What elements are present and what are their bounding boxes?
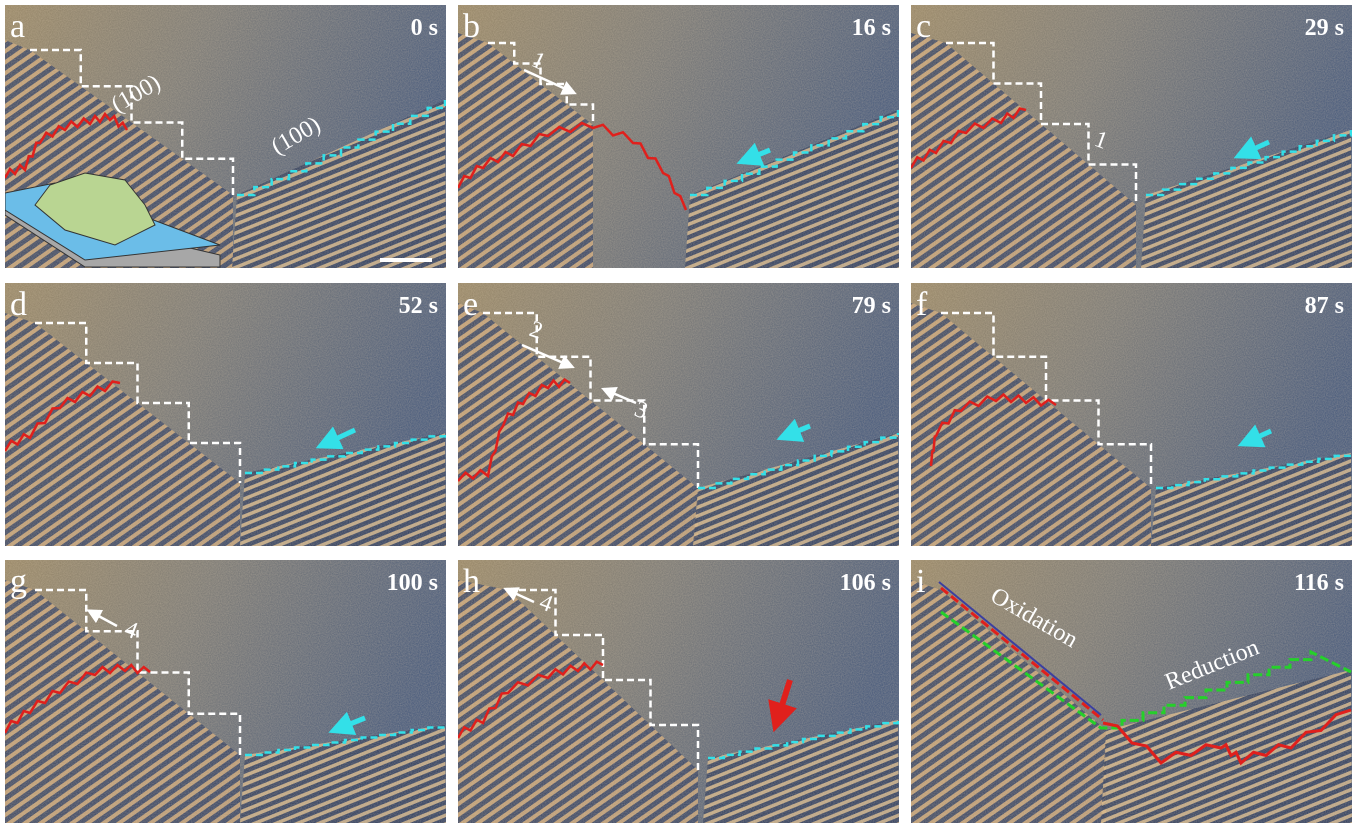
- panel-letter: d: [10, 286, 27, 323]
- panel-letter: b: [463, 8, 480, 45]
- noise: [5, 283, 446, 546]
- interface-outline: [458, 660, 604, 739]
- interface-outline: [5, 380, 121, 452]
- surface-outline: [508, 588, 700, 770]
- time-stamp: 106 s: [840, 570, 891, 596]
- surface-outline: [708, 720, 899, 760]
- panel-letter: h: [463, 563, 480, 600]
- surface-outline: [1156, 453, 1352, 490]
- interface-outline: [1102, 708, 1352, 766]
- interface-outline: [458, 377, 571, 482]
- time-stamp: 0 s: [411, 15, 438, 41]
- surface-outline: [1146, 130, 1352, 197]
- direction-arrow: [328, 711, 366, 735]
- panel: e 79 s23: [458, 283, 899, 546]
- panel-letter: i: [916, 563, 925, 600]
- surface-outline: [488, 41, 595, 125]
- surface-outline: [690, 110, 899, 197]
- time-stamp: 16 s: [852, 15, 891, 41]
- image: [911, 5, 1352, 268]
- image: [5, 5, 446, 268]
- direction-arrow: [503, 587, 535, 604]
- interface-outline: [458, 121, 688, 211]
- direction-arrow: [736, 142, 771, 166]
- image: [5, 283, 446, 546]
- oxidation-line: [940, 586, 1104, 722]
- direction-arrow: [776, 418, 811, 442]
- image: [458, 283, 899, 546]
- surface-outline: [245, 433, 446, 475]
- time-stamp: 100 s: [387, 570, 438, 596]
- image: [458, 560, 899, 823]
- surface-outline: [698, 433, 899, 490]
- direction-arrow: [86, 609, 118, 628]
- noise: [458, 283, 899, 546]
- direction-arrow: [523, 68, 577, 95]
- direction-arrow: [315, 426, 357, 450]
- interface-outline: [5, 111, 129, 179]
- panel-letter: g: [10, 563, 27, 600]
- time-stamp: 29 s: [1305, 15, 1344, 41]
- image: [911, 283, 1352, 546]
- panel: h 106 s4: [458, 560, 899, 823]
- noise: [911, 5, 1352, 268]
- time-stamp: 79 s: [852, 293, 891, 319]
- direction-arrow: [601, 387, 637, 405]
- panel-letter: c: [916, 8, 931, 45]
- marker-arrow: [768, 679, 797, 733]
- panel: c 29 s1: [911, 5, 1352, 268]
- time-stamp: 52 s: [399, 293, 438, 319]
- noise: [458, 560, 899, 823]
- panel: g 100 s4: [5, 560, 446, 823]
- time-stamp: 87 s: [1305, 293, 1344, 319]
- reduction-line: [940, 610, 1352, 730]
- surface-outline: [35, 588, 242, 755]
- noise: [5, 560, 446, 823]
- panel-letter: a: [10, 8, 25, 45]
- panel-letter: f: [916, 286, 928, 323]
- image: [911, 560, 1352, 823]
- panel-letter: e: [463, 286, 478, 323]
- surface-outline: [946, 41, 1138, 205]
- inset-grain: [34, 172, 156, 246]
- direction-arrow: [1237, 424, 1273, 448]
- direction-arrow: [521, 343, 575, 369]
- time-stamp: 116 s: [1294, 570, 1344, 596]
- surface-line: [938, 581, 1102, 716]
- surface-outline: [237, 100, 446, 197]
- interface-outline: [929, 392, 1057, 467]
- direction-arrow: [1233, 136, 1271, 160]
- interface-outline: [5, 663, 151, 734]
- noise: [911, 560, 1352, 823]
- panel: d 52 s: [5, 283, 446, 546]
- image: [458, 5, 899, 268]
- image: [5, 560, 446, 823]
- surface-outline: [245, 725, 446, 757]
- noise: [911, 283, 1352, 546]
- interface-outline: [911, 107, 1027, 169]
- surface-outline: [35, 321, 242, 483]
- panel: b 16 s1: [458, 5, 899, 268]
- surface-outline: [483, 311, 700, 488]
- noise: [458, 5, 899, 268]
- panel: f 87 s: [911, 283, 1352, 546]
